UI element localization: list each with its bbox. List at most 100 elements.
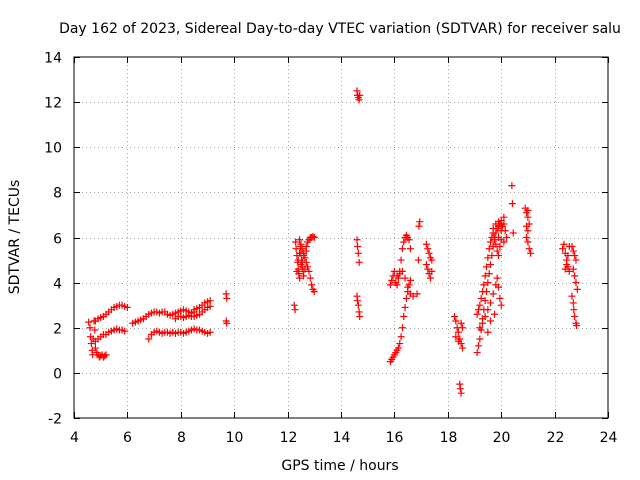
grid-lines: [74, 57, 608, 418]
data-point: [500, 238, 508, 246]
data-point: [424, 265, 432, 273]
data-point: [452, 317, 460, 325]
data-point: [473, 349, 481, 357]
data-point: [426, 274, 434, 282]
y-tick-label: 6: [53, 232, 62, 248]
data-point: [564, 252, 572, 260]
data-point: [354, 249, 362, 257]
data-point: [406, 276, 414, 284]
data-point: [310, 234, 318, 241]
data-point: [415, 222, 423, 230]
data-point: [85, 318, 93, 326]
data-point: [476, 324, 484, 332]
data-point: [485, 245, 493, 253]
data-point: [394, 344, 402, 352]
data-point: [569, 247, 577, 255]
data-point: [569, 299, 577, 307]
x-tick-label: 16: [386, 430, 404, 446]
data-point: [493, 247, 501, 255]
data-point: [570, 306, 578, 314]
data-point: [401, 274, 409, 282]
data-point: [386, 281, 394, 289]
data-point: [290, 301, 298, 309]
data-point: [503, 234, 511, 241]
data-point: [492, 240, 500, 248]
data-point: [422, 240, 430, 248]
y-tick-label: 2: [53, 322, 62, 338]
data-point: [572, 321, 580, 329]
data-point: [454, 328, 462, 336]
data-point: [489, 224, 497, 232]
data-point: [485, 270, 493, 278]
data-point: [525, 245, 533, 253]
data-point: [297, 240, 305, 248]
data-point: [523, 234, 531, 241]
data-points: [85, 87, 581, 397]
data-point: [292, 238, 300, 246]
data-point: [497, 301, 505, 309]
data-point: [559, 245, 567, 253]
data-point: [428, 267, 436, 275]
data-point: [480, 281, 488, 289]
data-point: [409, 292, 417, 300]
data-point: [393, 281, 401, 289]
data-point: [293, 267, 301, 275]
data-point: [495, 283, 503, 291]
data-point: [123, 303, 131, 311]
data-point: [571, 252, 579, 260]
data-point: [306, 274, 314, 282]
data-point: [497, 227, 505, 235]
data-point: [496, 243, 504, 251]
data-point: [413, 290, 421, 298]
data-point: [523, 222, 531, 230]
data-point: [481, 272, 489, 280]
x-tick-label: 18: [440, 430, 458, 446]
data-point: [457, 319, 465, 327]
data-point: [568, 243, 576, 251]
data-point: [354, 243, 362, 251]
data-point: [356, 91, 364, 99]
x-tick-label: 22: [547, 430, 565, 446]
x-tick-label: 8: [177, 430, 186, 446]
data-point: [483, 263, 491, 271]
y-tick-label: -2: [48, 412, 62, 428]
data-point: [294, 256, 302, 264]
data-point: [296, 236, 304, 244]
data-point: [573, 285, 581, 293]
data-point: [524, 238, 532, 246]
data-point: [458, 344, 466, 352]
data-point: [508, 182, 516, 190]
data-point: [476, 301, 484, 309]
data-point: [481, 312, 489, 320]
data-point: [397, 256, 405, 264]
data-point: [479, 288, 487, 296]
data-point: [398, 245, 406, 253]
data-point: [401, 303, 409, 311]
x-tick-label: 20: [493, 430, 511, 446]
y-tick-label: 0: [53, 367, 62, 383]
y-tick-label: 12: [44, 96, 62, 112]
data-point: [484, 306, 492, 314]
y-tick-label: 4: [53, 277, 62, 293]
data-point: [223, 294, 231, 302]
data-point: [296, 249, 304, 257]
data-point: [298, 245, 306, 253]
data-point: [308, 281, 316, 289]
data-point: [406, 245, 414, 253]
data-point: [487, 299, 495, 307]
data-point: [291, 306, 299, 314]
data-point: [489, 290, 497, 298]
data-point: [475, 306, 483, 314]
data-point: [356, 312, 364, 320]
data-point: [398, 267, 406, 275]
data-point: [491, 310, 499, 318]
data-point: [450, 312, 458, 320]
data-point: [87, 340, 95, 348]
data-point: [298, 258, 306, 266]
data-point: [301, 265, 309, 273]
data-point: [91, 326, 99, 334]
data-point: [563, 261, 571, 269]
